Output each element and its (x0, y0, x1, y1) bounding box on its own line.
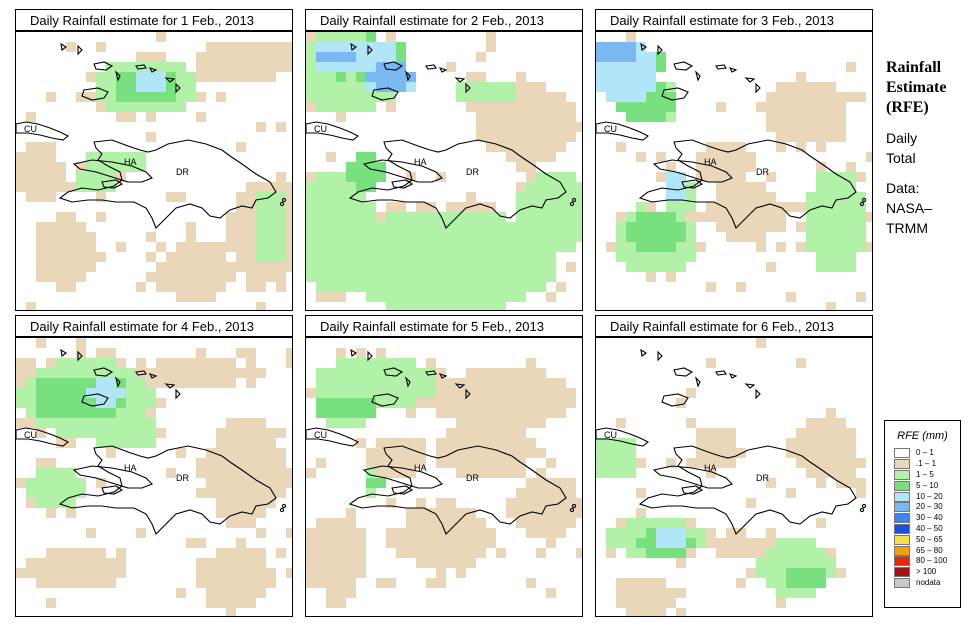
period-line: Total (886, 150, 916, 166)
coastline-layer (306, 42, 577, 229)
coastline-layer (16, 42, 287, 229)
rainfall-map-svg: CU HA DR (596, 338, 867, 616)
label-haiti: HA (414, 157, 427, 167)
label-dominican-republic: DR (466, 473, 479, 483)
legend-label: .1 – 1 (916, 459, 937, 469)
legend-label: 30 – 40 (916, 513, 943, 523)
label-haiti: HA (414, 463, 427, 473)
legend-item: 40 – 50 (894, 523, 960, 535)
panel-title: Daily Rainfall estimate for 1 Feb., 2013 (15, 9, 293, 31)
rainfall-map: CU HA DR (595, 337, 873, 617)
label-dominican-republic: DR (466, 167, 479, 177)
rainfall-map-svg: CU HA DR (596, 32, 872, 310)
legend-swatch (894, 534, 910, 545)
legend-label: 5 – 10 (916, 480, 939, 490)
legend-label: > 100 (916, 567, 937, 577)
legend-swatch (894, 459, 910, 470)
legend-item: > 100 (894, 567, 960, 578)
legend-swatch (894, 545, 910, 556)
label-dominican-republic: DR (176, 167, 189, 177)
panel-title: Daily Rainfall estimate for 6 Feb., 2013 (595, 315, 873, 337)
label-cuba: CU (604, 124, 617, 134)
legend-swatch (894, 491, 910, 502)
label-haiti: HA (704, 157, 717, 167)
rainfall-map-svg: CU HA DR (306, 348, 582, 608)
legend-swatch (894, 502, 910, 513)
coastline-layer (306, 348, 577, 535)
legend-label: 20 – 30 (916, 502, 943, 512)
legend-item: 1 – 5 (894, 469, 960, 481)
legend-label: 50 – 65 (916, 534, 943, 544)
legend-label: 80 – 100 (916, 556, 948, 566)
source-line: TRMM (886, 220, 928, 236)
label-haiti: HA (124, 463, 137, 473)
side-caption: Rainfall Estimate (RFE) Daily Total Data… (886, 58, 968, 238)
rainfall-map-svg: CU HA DR (16, 338, 292, 616)
label-cuba: CU (314, 430, 327, 440)
legend-swatch (894, 523, 910, 534)
legend-label: 65 – 80 (916, 545, 943, 555)
legend-label: 40 – 50 (916, 523, 943, 533)
rainfall-map: CU HA DR (305, 337, 583, 617)
rainfall-map: CU HA DR (595, 31, 873, 311)
legend-item: 50 – 65 (894, 534, 960, 545)
panel-title: Daily Rainfall estimate for 3 Feb., 2013 (595, 9, 873, 31)
coastline-layer (16, 348, 287, 535)
panel-title: Daily Rainfall estimate for 2 Feb., 2013 (305, 9, 583, 31)
legend-label: nodata (916, 577, 941, 587)
source-line: Data: (886, 180, 920, 196)
legend-swatch (894, 448, 910, 459)
legend-label: 1 – 5 (916, 469, 934, 479)
legend-swatch (894, 577, 910, 588)
legend-swatch (894, 567, 910, 578)
product-title-line: Estimate (886, 79, 947, 96)
label-haiti: HA (704, 463, 717, 473)
source-caption: Data: NASA– TRMM (886, 178, 968, 238)
legend-label: 10 – 20 (916, 491, 943, 501)
label-haiti: HA (124, 157, 137, 167)
legend-swatch (894, 480, 910, 491)
legend-item: 65 – 80 (894, 545, 960, 556)
coastline-layer (596, 348, 867, 535)
legend-item: 5 – 10 (894, 480, 960, 491)
label-dominican-republic: DR (756, 167, 769, 177)
panel-title: Daily Rainfall estimate for 5 Feb., 2013 (305, 315, 583, 337)
period-line: Daily (886, 130, 918, 146)
rainfall-map: CU HA DR (15, 31, 293, 311)
product-title-line: Rainfall (886, 59, 942, 76)
product-title: Rainfall Estimate (RFE) (886, 58, 968, 118)
legend-item: 0 – 1 (894, 448, 960, 459)
rainfall-map-svg: CU HA DR (16, 32, 292, 310)
rainfall-map: CU HA DR (305, 31, 583, 311)
rainfall-map: CU HA DR (15, 337, 293, 617)
legend-item: 10 – 20 (894, 491, 960, 502)
legend-swatch (894, 513, 910, 524)
source-line: NASA– (886, 200, 932, 216)
rainfall-map-svg: CU HA DR (306, 32, 582, 310)
legend-label: 0 – 1 (916, 448, 934, 458)
panel-title: Daily Rainfall estimate for 4 Feb., 2013 (15, 315, 293, 337)
legend-item: 30 – 40 (894, 513, 960, 524)
product-title-line: (RFE) (886, 99, 929, 116)
label-dominican-republic: DR (176, 473, 189, 483)
coastline-layer (596, 42, 867, 229)
legend-title: RFE (mm) (897, 430, 948, 442)
label-cuba: CU (24, 124, 37, 134)
legend-swatch (894, 556, 910, 567)
legend-swatch (894, 469, 910, 480)
label-cuba: CU (604, 430, 617, 440)
label-dominican-republic: DR (756, 473, 769, 483)
period-caption: Daily Total (886, 128, 968, 168)
label-cuba: CU (24, 430, 37, 440)
legend-item: .1 – 1 (894, 459, 960, 470)
label-cuba: CU (314, 124, 327, 134)
legend-item: 80 – 100 (894, 556, 960, 567)
legend-item: 20 – 30 (894, 502, 960, 513)
legend-item: nodata (894, 577, 960, 589)
